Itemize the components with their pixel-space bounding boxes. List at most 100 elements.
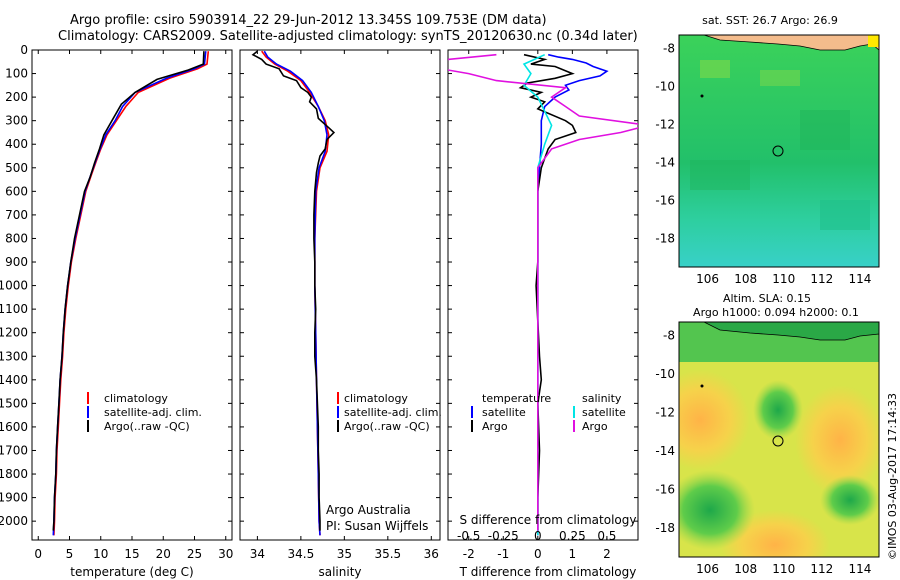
pi-label: PI: Susan Wijffels [326,519,428,533]
svg-text:Argo(..raw -QC): Argo(..raw -QC) [344,420,430,433]
depth-tick-label: 1100 [0,302,28,316]
x-tick-label: -2 [463,547,475,561]
depth-tick-label: 0 [20,43,28,57]
x-tick-label: -1 [497,547,509,561]
x-tick-label: 34 [250,547,265,561]
x-tick-label: 25 [187,547,202,561]
temperature-axes [31,49,233,541]
argo-location-marker-sla [772,435,784,447]
x-tick-label: 15 [124,547,139,561]
sla-map-subtitle: Argo h1000: 0.094 h2000: 0.1 [693,306,859,319]
depth-tick-label: 1600 [0,420,28,434]
series-difference-s-argo [448,53,638,531]
svg-text:satellite: satellite [482,406,526,419]
sst-map-title: sat. SST: 26.7 Argo: 26.9 [702,14,838,27]
map-y-tick-label: -12 [655,406,675,420]
depth-tick-label: 500 [5,161,28,175]
x-tick-label: 5 [66,547,74,561]
svg-text:salinity: salinity [582,392,622,405]
depth-tick-label: 1300 [0,349,28,363]
depth-tick-label: 300 [5,114,28,128]
figure-title-line2: Climatology: CARS2009. Satellite-adjuste… [58,29,638,44]
java-coast-sla [703,322,879,341]
s-tick-label: -0.25 [488,529,519,543]
difference-xlabel: T difference from climatology [459,565,637,579]
depth-tick-label: 200 [5,90,28,104]
depth-tick-label: 1700 [0,443,28,457]
svg-text:temperature: temperature [482,392,551,405]
x-tick-label: 2 [603,547,611,561]
x-tick-label: 0 [534,547,542,561]
depth-tick-label: 900 [5,255,28,269]
series-difference-t-argo [518,53,577,531]
depth-tick-label: 1900 [0,491,28,505]
map-y-tick-label: -10 [655,367,675,381]
map-x-tick-label: 112 [810,272,833,286]
svg-text:Argo: Argo [482,420,508,433]
svg-text:climatology: climatology [344,392,408,405]
x-tick-label: 30 [218,547,233,561]
map-y-tick-label: -8 [663,328,675,342]
s-tick-label: 0.25 [559,529,586,543]
map-y-tick-label: -8 [663,41,675,55]
map-y-tick-label: -10 [655,79,675,93]
map-x-tick-label: 114 [848,272,871,286]
svg-text:climatology: climatology [104,392,168,405]
sla-map [678,321,880,558]
x-tick-label: 10 [93,547,108,561]
x-tick-label: 35.5 [374,547,401,561]
svg-text:satellite-adj. clim.: satellite-adj. clim. [344,406,442,419]
map-y-tick-label: -16 [655,483,675,497]
java-coast [703,35,879,51]
map-x-tick-label: 108 [734,272,757,286]
depth-tick-label: 400 [5,137,28,151]
series-salinity-argo-raw-qc- [251,50,336,531]
depth-tick-label: 1200 [0,326,28,340]
difference-axes [447,49,639,541]
depth-tick-label: 1800 [0,467,28,481]
map-x-tick-label: 110 [772,562,795,576]
map-x-tick-label: 106 [696,562,719,576]
map-y-tick-label: -14 [655,155,675,169]
s-tick-label: -0.5 [457,529,480,543]
depth-tick-label: 2000 [0,514,28,528]
svg-text:satellite-adj. clim.: satellite-adj. clim. [104,406,202,419]
figure-title-line1: Argo profile: csiro 5903914_22 29-Jun-20… [70,13,547,28]
depth-tick-label: 800 [5,231,28,245]
depth-tick-label: 1400 [0,373,28,387]
map-y-tick-label: -16 [655,193,675,207]
x-tick-label: 20 [156,547,171,561]
difference-xlabel-top: S difference from climatology [460,513,637,527]
sla-map-title: Altim. SLA: 0.15 [723,292,811,305]
map-y-tick-label: -14 [655,444,675,458]
depth-tick-label: 1500 [0,396,28,410]
x-tick-label: 35 [337,547,352,561]
salinity-legend: climatology satellite-adj. clim. Argo(..… [337,392,442,433]
svg-text:Argo(..raw -QC): Argo(..raw -QC) [104,420,190,433]
depth-tick-label: 100 [5,67,28,81]
argo-australia-label: Argo Australia [326,503,411,517]
depth-tick-label: 700 [5,208,28,222]
x-tick-label: 34.5 [288,547,315,561]
difference-legend: temperature satellite Argo salinity sate… [471,392,626,433]
svg-text:Argo: Argo [582,420,608,433]
map-x-tick-label: 112 [810,562,833,576]
s-tick-label: 0.5 [597,529,616,543]
map-y-tick-label: -18 [655,521,675,535]
salinity-xlabel: salinity [318,565,361,579]
map-y-tick-label: -12 [655,117,675,131]
x-tick-label: 0 [34,547,42,561]
map-x-tick-label: 114 [848,562,871,576]
argo-location-marker-sst [772,145,784,157]
map-x-tick-label: 106 [696,272,719,286]
x-tick-label: 1 [569,547,577,561]
series-temperature-argo-raw-qc- [52,51,205,531]
map-y-tick-label: -18 [655,231,675,245]
salinity-axes [239,49,441,541]
depth-tick-label: 600 [5,184,28,198]
temperature-xlabel: temperature (deg C) [70,565,193,579]
map-x-tick-label: 110 [772,272,795,286]
temperature-legend: climatology satellite-adj. clim. Argo(..… [87,392,202,433]
sst-map [678,34,880,268]
